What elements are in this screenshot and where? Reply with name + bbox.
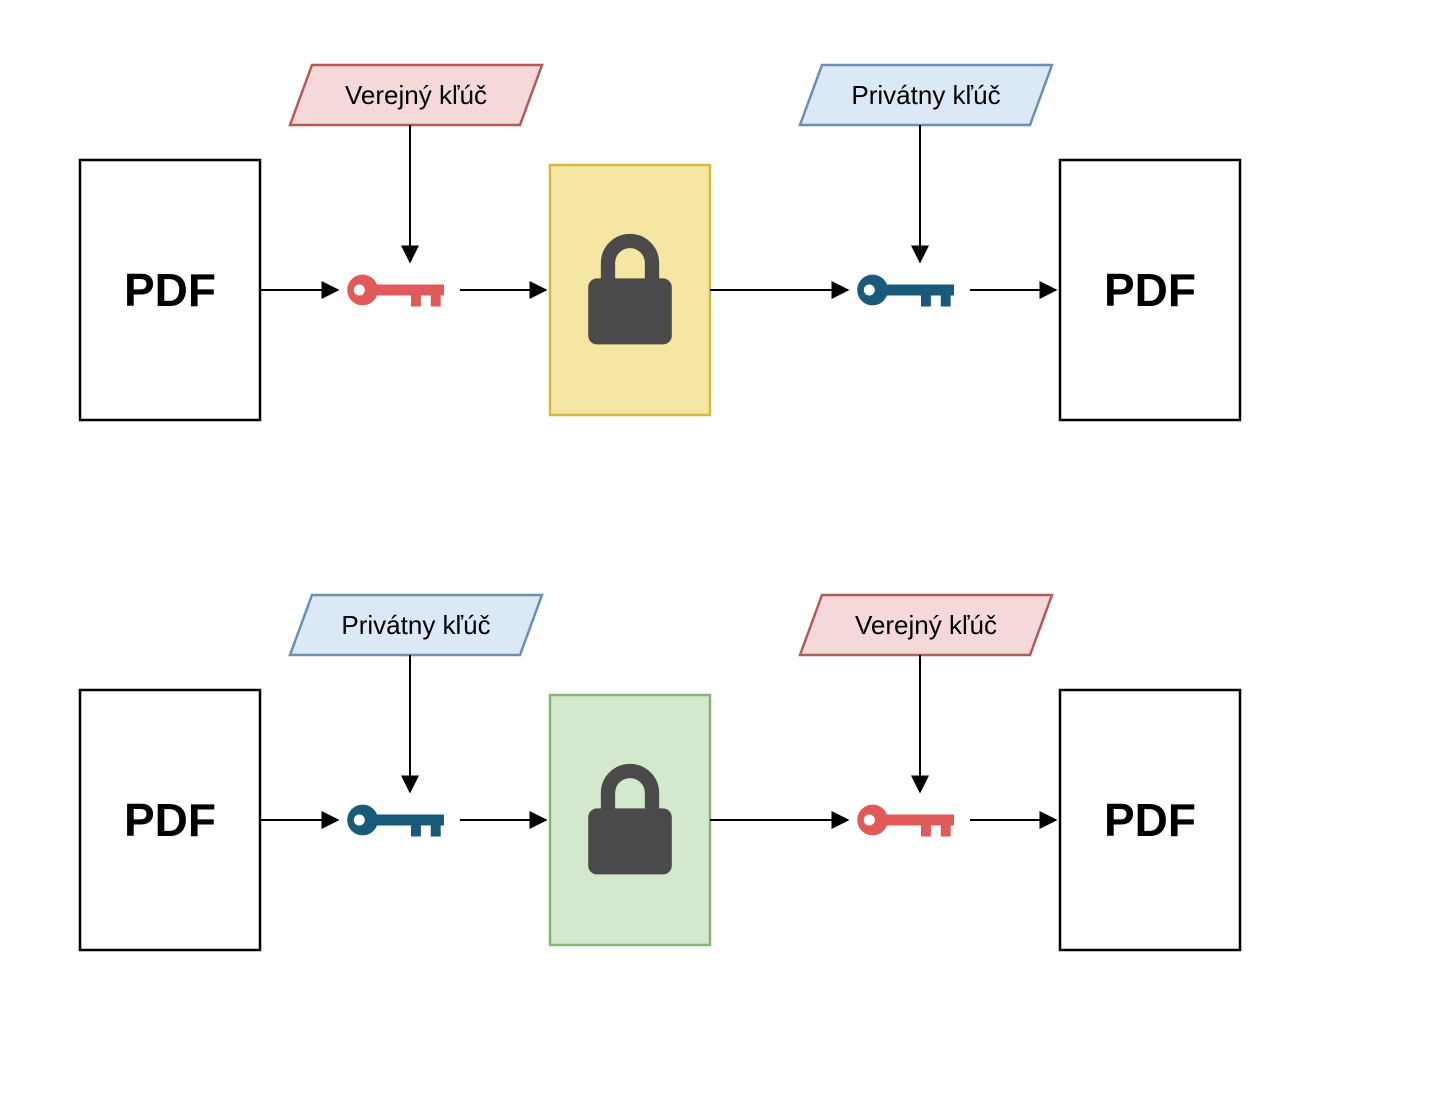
row1-pdf-right-label: PDF — [1104, 264, 1196, 316]
row1-right-key-icon — [857, 275, 954, 307]
row2-pdf-left-label: PDF — [124, 794, 216, 846]
row1-left-key-label-label: Verejný kľúč — [345, 80, 487, 110]
row1-right-key-label-label: Privátny kľúč — [851, 80, 1000, 110]
row1-pdf-left-label: PDF — [124, 264, 216, 316]
row2-pdf-right-label: PDF — [1104, 794, 1196, 846]
row2-left-key-icon — [347, 805, 444, 837]
row2-right-key-icon — [857, 805, 954, 837]
row2-left-key-label-label: Privátny kľúč — [341, 610, 490, 640]
row2-right-key-label-label: Verejný kľúč — [855, 610, 997, 640]
row1-left-key-icon — [347, 275, 444, 307]
